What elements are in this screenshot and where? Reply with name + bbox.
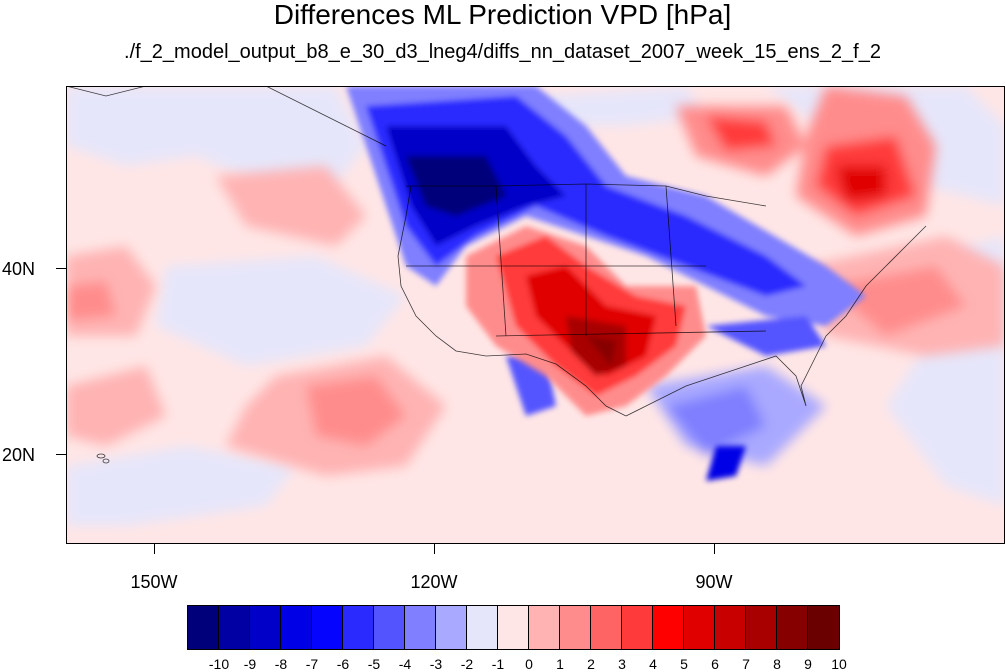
colorbar-label: 8	[773, 656, 781, 672]
colorbar-label: 6	[711, 656, 719, 672]
colorbar-label: -4	[398, 656, 412, 672]
colorbar-box	[219, 606, 250, 649]
map-subtitle: ./f_2_model_output_b8_e_30_d3_lneg4/diff…	[124, 41, 881, 63]
lon-label-120w: 120W	[410, 572, 458, 592]
colorbar-box	[250, 606, 281, 649]
colorbar-label: -7	[305, 656, 319, 672]
colorbar-label: -2	[460, 656, 474, 672]
colorbar-box	[188, 606, 219, 649]
negative-light-regions	[66, 86, 1005, 526]
lon-label-90w: 90W	[695, 572, 733, 592]
lon-tick-150w	[154, 544, 155, 554]
colorbar-box	[312, 606, 343, 649]
coastlines	[66, 86, 927, 464]
colorbar-box	[498, 606, 529, 649]
colorbar-box	[436, 606, 467, 649]
colorbar-label: 10	[831, 656, 847, 672]
colorbar-box	[777, 606, 808, 649]
lon-label-150w: 150W	[130, 572, 178, 592]
colorbar-box	[746, 606, 777, 649]
colorbar-box	[281, 606, 312, 649]
colorbar-label: -10	[208, 656, 230, 672]
lat-tick-20n	[56, 454, 66, 455]
colorbar-box	[405, 606, 436, 649]
map-field	[66, 86, 1005, 544]
colorbar-label: -5	[367, 656, 381, 672]
colorbar-box	[715, 606, 746, 649]
colorbar-label: 1	[556, 656, 564, 672]
lat-label-20n: 20N	[2, 445, 36, 465]
colorbar-label: -1	[491, 656, 505, 672]
colorbar-box	[529, 606, 560, 649]
colorbar-box	[374, 606, 405, 649]
colorbar-label: -8	[274, 656, 288, 672]
colorbar-box	[622, 606, 653, 649]
colorbar-box	[560, 606, 591, 649]
colorbar-box	[808, 606, 839, 649]
northeast-positive-regions	[676, 86, 936, 236]
colorbar-box	[467, 606, 498, 649]
lat-tick-40n	[56, 268, 66, 269]
colorbar-label: 7	[742, 656, 750, 672]
vpd-difference-map	[66, 86, 1005, 544]
colorbar-box	[343, 606, 374, 649]
colorbar-label: -3	[429, 656, 443, 672]
lat-label-40n: 40N	[2, 259, 36, 279]
positive-light-regions	[66, 166, 1005, 476]
colorbar-label: -6	[336, 656, 350, 672]
colorbar	[187, 605, 840, 650]
lon-tick-120w	[434, 544, 435, 554]
colorbar-box	[591, 606, 622, 649]
lon-tick-90w	[714, 544, 715, 554]
colorbar-label: 5	[680, 656, 688, 672]
colorbar-label: 4	[649, 656, 657, 672]
colorbar-box	[684, 606, 715, 649]
colorbar-label: 0	[525, 656, 533, 672]
colorbar-label: 3	[618, 656, 626, 672]
colorbar-box	[653, 606, 684, 649]
colorbar-label: -9	[243, 656, 257, 672]
colorbar-label: 9	[804, 656, 812, 672]
colorbar-labels: -10 -9 -8 -7 -6 -5 -4 -3 -2 -1 0 1 2 3 4 5 6 7 8 9 10	[187, 656, 869, 672]
colorbar-label: 2	[587, 656, 595, 672]
map-title: Differences ML Prediction VPD [hPa]	[273, 0, 732, 30]
